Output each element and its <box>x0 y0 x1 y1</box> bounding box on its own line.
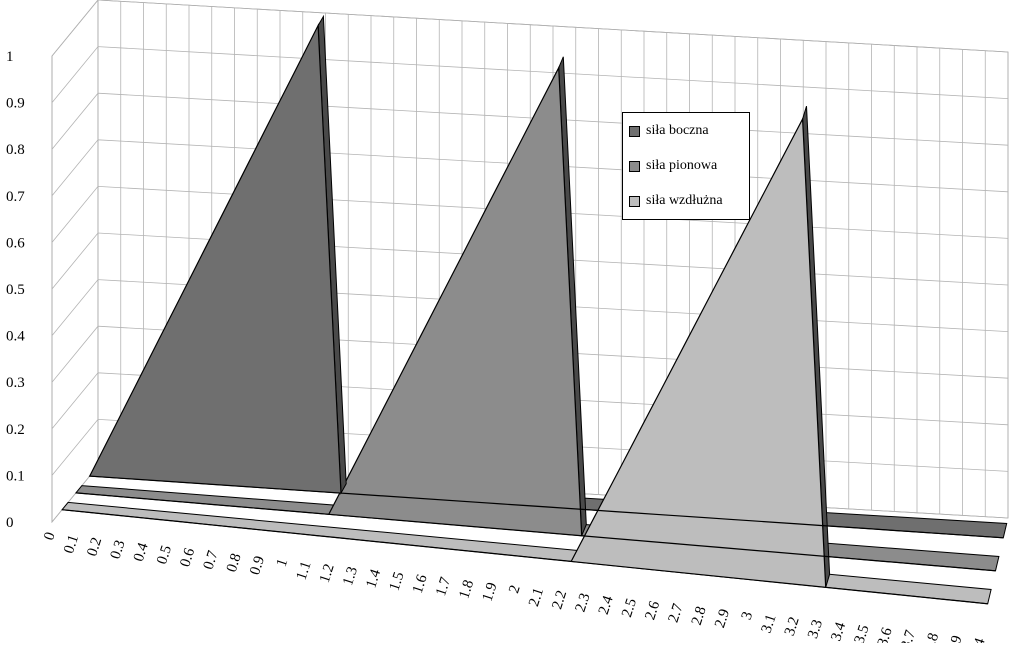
x-tick-label: 0.1 <box>61 533 82 556</box>
legend-label: siła boczna <box>646 123 709 138</box>
y-gridline <box>51 0 1009 57</box>
legend-label: siła pionowa <box>646 158 718 173</box>
x-tick-label: 0.9 <box>247 554 268 577</box>
x-tick-label: 0.6 <box>177 546 198 569</box>
x-tick-label: 1.1 <box>294 559 315 582</box>
x-tick-label: 3.7 <box>898 628 919 643</box>
x-tick-label: 1.5 <box>387 570 408 593</box>
x-tick-label: 0.2 <box>84 536 105 559</box>
x-tick-label: 0.4 <box>131 540 152 563</box>
x-tick-label: 2.5 <box>619 597 640 620</box>
x-tick-label: 2.1 <box>526 586 547 609</box>
x-tick-label: 0 <box>41 530 59 542</box>
x-tick-label: 1.7 <box>433 575 454 598</box>
x-tick-label: 0.3 <box>108 538 129 561</box>
x-tick-label: 2.3 <box>573 591 594 614</box>
x-tick-label: 1.6 <box>410 572 431 595</box>
x-tick-label: 4 <box>971 636 989 643</box>
x-tick-label: 2.8 <box>689 604 710 627</box>
y-tick-label: 1 <box>6 49 14 65</box>
x-tick-label: 2.2 <box>549 589 570 612</box>
x-tick-label: 1.8 <box>456 578 477 601</box>
y-tick-label: 0.5 <box>6 282 25 298</box>
x-tick-label: 3.6 <box>875 625 896 643</box>
x-tick-label: 3 <box>739 610 757 622</box>
y-tick-label: 0.7 <box>6 189 25 205</box>
legend: siła boczna siła pionowa siła wzdłużna <box>622 112 750 220</box>
y-tick-label: 0.2 <box>6 422 25 438</box>
y-tick-label: 0.4 <box>6 329 25 345</box>
x-tick-label: 1.9 <box>480 581 501 604</box>
x-tick-label: 3.8 <box>921 631 942 643</box>
series-area <box>75 65 996 572</box>
y-tick-label: 0 <box>6 515 14 531</box>
x-tick-label: 3.4 <box>828 620 849 643</box>
x-tick-label: 1.4 <box>363 567 384 590</box>
y-tick-label: 0.1 <box>6 468 25 484</box>
x-tick-label: 3.1 <box>759 612 780 635</box>
x-tick-label: 0.5 <box>154 544 175 567</box>
y-axis-ticks: 0 0.1 0.2 0.3 0.4 0.5 0.6 0.7 0.8 0.9 1 <box>6 49 25 531</box>
legend-item: siła pionowa <box>629 158 717 174</box>
x-tick-label: 2.9 <box>712 607 733 630</box>
y-tick-label: 0.9 <box>6 96 25 112</box>
x-tick-label: 2 <box>506 583 524 595</box>
x-tick-label: 0.7 <box>201 548 222 571</box>
legend-label: siła wzdłużna <box>646 193 723 208</box>
series-area <box>88 23 1004 539</box>
x-tick-label: 2.6 <box>642 599 663 622</box>
x-tick-label: 1.3 <box>340 565 361 588</box>
legend-item: siła boczna <box>629 123 709 139</box>
legend-item: siła wzdłużna <box>629 193 723 209</box>
x-tick-label: 3.2 <box>782 615 803 638</box>
x-tick-label: 3.9 <box>945 634 966 643</box>
y-tick-label: 0.6 <box>6 235 25 251</box>
legend-swatch <box>629 125 640 137</box>
x-tick-label: 0.8 <box>224 551 245 574</box>
x-tick-label: 3.5 <box>852 623 873 643</box>
legend-swatch <box>629 195 640 207</box>
x-tick-label: 3.3 <box>805 618 826 641</box>
x-tick-label: 1 <box>274 557 292 569</box>
x-tick-label: 2.7 <box>666 601 687 624</box>
legend-swatch <box>629 160 640 172</box>
y-tick-label: 0.3 <box>6 375 25 391</box>
y-tick-label: 0.8 <box>6 142 25 158</box>
x-tick-label: 2.4 <box>596 593 617 616</box>
series-shapes <box>62 14 1004 605</box>
series-area <box>62 116 988 605</box>
x-tick-label: 1.2 <box>317 562 338 585</box>
